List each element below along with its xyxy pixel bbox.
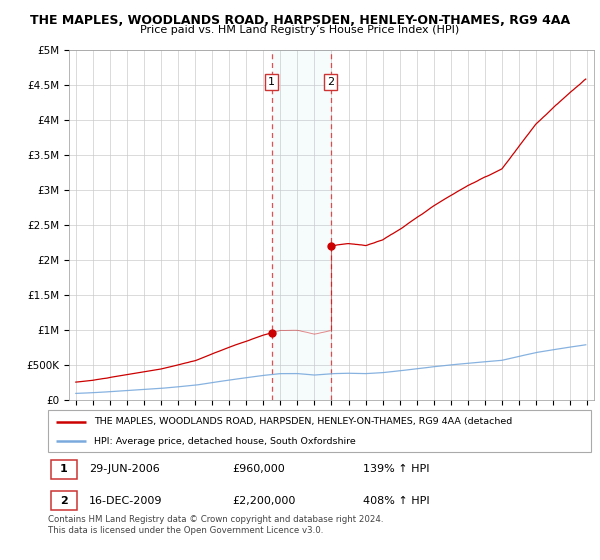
Text: Price paid vs. HM Land Registry’s House Price Index (HPI): Price paid vs. HM Land Registry’s House …	[140, 25, 460, 35]
Text: 29-JUN-2006: 29-JUN-2006	[89, 464, 160, 474]
Text: 16-DEC-2009: 16-DEC-2009	[89, 496, 162, 506]
Text: £2,200,000: £2,200,000	[233, 496, 296, 506]
Text: 1: 1	[268, 77, 275, 87]
Text: £960,000: £960,000	[233, 464, 286, 474]
Text: 2: 2	[327, 77, 334, 87]
Text: HPI: Average price, detached house, South Oxfordshire: HPI: Average price, detached house, Sout…	[94, 437, 356, 446]
Bar	[272, 50, 331, 400]
Text: 408% ↑ HPI: 408% ↑ HPI	[363, 496, 430, 506]
FancyBboxPatch shape	[48, 410, 591, 452]
FancyBboxPatch shape	[51, 460, 77, 479]
Text: 2: 2	[60, 496, 68, 506]
Text: Contains HM Land Registry data © Crown copyright and database right 2024.
This d: Contains HM Land Registry data © Crown c…	[48, 515, 383, 535]
Text: 1: 1	[60, 464, 68, 474]
FancyBboxPatch shape	[51, 491, 77, 510]
Text: THE MAPLES, WOODLANDS ROAD, HARPSDEN, HENLEY-ON-THAMES, RG9 4AA (detached: THE MAPLES, WOODLANDS ROAD, HARPSDEN, HE…	[94, 417, 512, 426]
Text: THE MAPLES, WOODLANDS ROAD, HARPSDEN, HENLEY-ON-THAMES, RG9 4AA: THE MAPLES, WOODLANDS ROAD, HARPSDEN, HE…	[30, 14, 570, 27]
Text: 139% ↑ HPI: 139% ↑ HPI	[363, 464, 430, 474]
